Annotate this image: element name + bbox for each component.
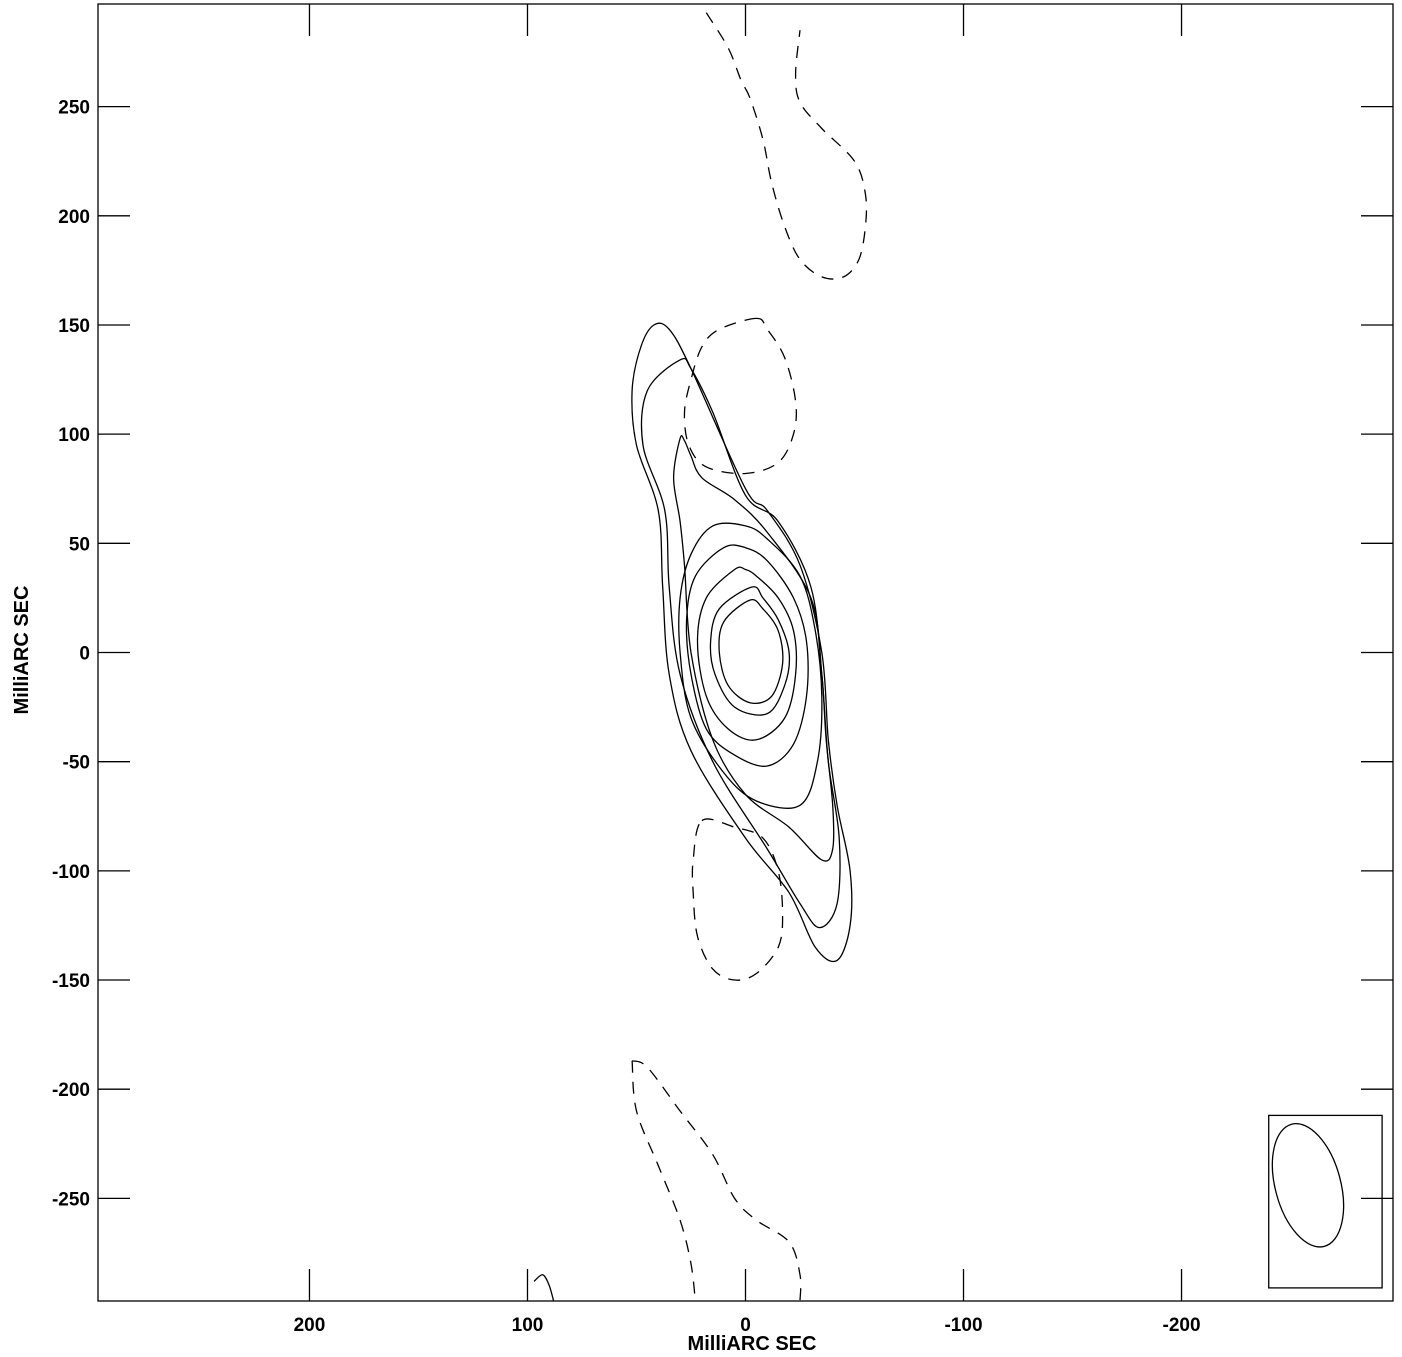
y-tick-label: -250: [52, 1189, 90, 1210]
y-tick-label: -100: [52, 862, 90, 883]
x-tick-label: 0: [740, 1315, 751, 1336]
y-tick-label: 50: [69, 534, 90, 555]
positive-contour: [672, 435, 835, 862]
plot-frame: [97, 3, 1394, 1302]
y-axis-label: MilliARC SEC: [11, 586, 33, 715]
x-axis-label: MilliARC SEC: [688, 1333, 817, 1355]
x-tick-label: 200: [294, 1315, 326, 1336]
beam-inset: [1268, 1114, 1383, 1289]
axis-ticks: [98, 4, 1393, 1301]
x-tick-label: 100: [512, 1315, 544, 1336]
axis-tick-labels: 200 100 0 -100 -200 250 200 150 100 50 0 -50 -100 -15…: [52, 98, 1201, 1336]
y-tick-label: -50: [63, 753, 90, 774]
y-tick-label: -150: [52, 971, 90, 992]
y-tick-label: 100: [58, 425, 90, 446]
y-tick-label: 150: [58, 316, 90, 337]
y-tick-label: 250: [58, 98, 90, 119]
y-tick-label: -200: [52, 1080, 90, 1101]
positive-contour: [718, 598, 784, 705]
positive-contour: [631, 322, 853, 963]
positive-contour: [640, 357, 841, 929]
positive-contour: [696, 566, 798, 741]
negative-contour: [631, 1060, 802, 1302]
y-tick-label: 200: [58, 207, 90, 228]
x-tick-label: -100: [944, 1315, 982, 1336]
beam-box: [1268, 1114, 1383, 1289]
negative-contour: [631, 1060, 697, 1302]
positive-contour: [709, 586, 791, 716]
positive-contour: [678, 522, 823, 809]
negative-contour: [691, 818, 784, 981]
contour-lines: [533, 12, 868, 1302]
positive-contour: [533, 1274, 555, 1302]
y-tick-label: 0: [79, 644, 90, 665]
negative-contour: [683, 317, 798, 475]
beam-ellipse: [1271, 1122, 1345, 1248]
positive-contour: [685, 544, 809, 767]
negative-contour: [705, 12, 868, 280]
x-tick-label: -200: [1163, 1315, 1201, 1336]
